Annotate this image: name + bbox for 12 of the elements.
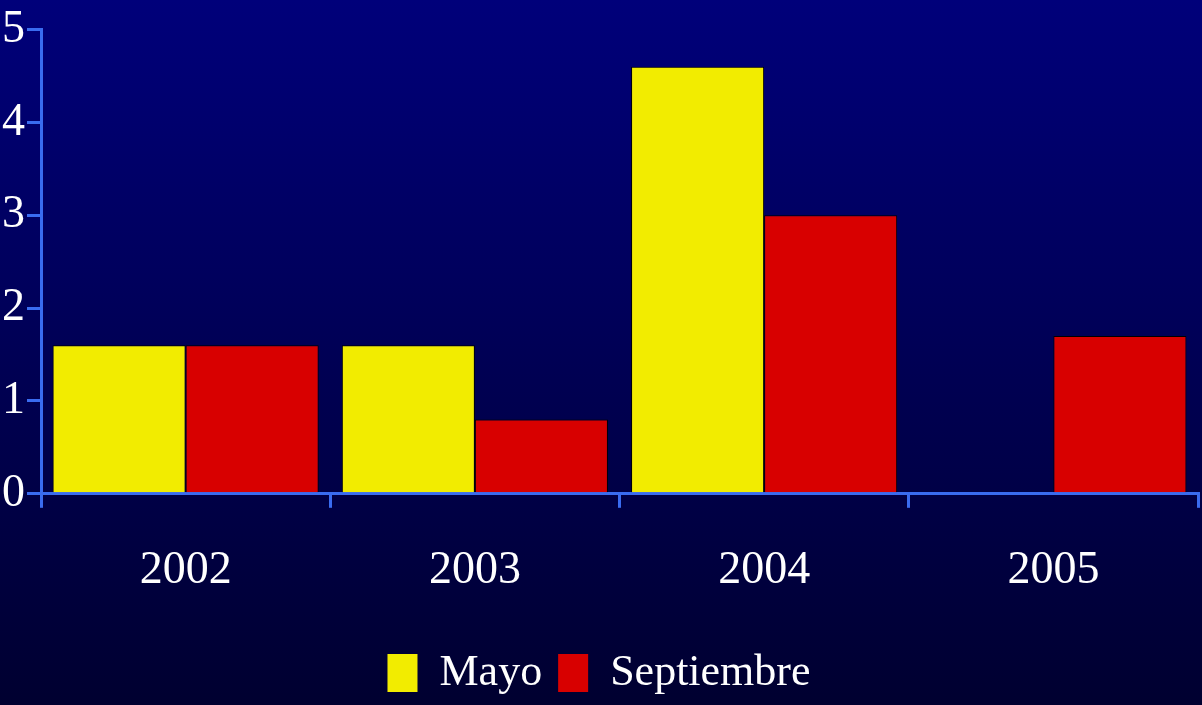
legend-label: Mayo [439, 645, 543, 695]
x-tick-label: 2005 [1007, 542, 1100, 594]
y-tick-label: 1 [2, 372, 25, 424]
legend-label: Septiembre [610, 645, 811, 695]
y-tick-label: 4 [2, 93, 25, 145]
y-tick-label: 2 [2, 279, 25, 331]
y-tick-label: 0 [2, 464, 25, 516]
y-tick-label: 5 [2, 0, 25, 52]
x-tick-label: 2002 [139, 542, 232, 594]
x-tick-label: 2004 [718, 542, 811, 594]
x-tick-label: 2003 [428, 542, 521, 594]
y-tick-label: 3 [2, 186, 25, 238]
